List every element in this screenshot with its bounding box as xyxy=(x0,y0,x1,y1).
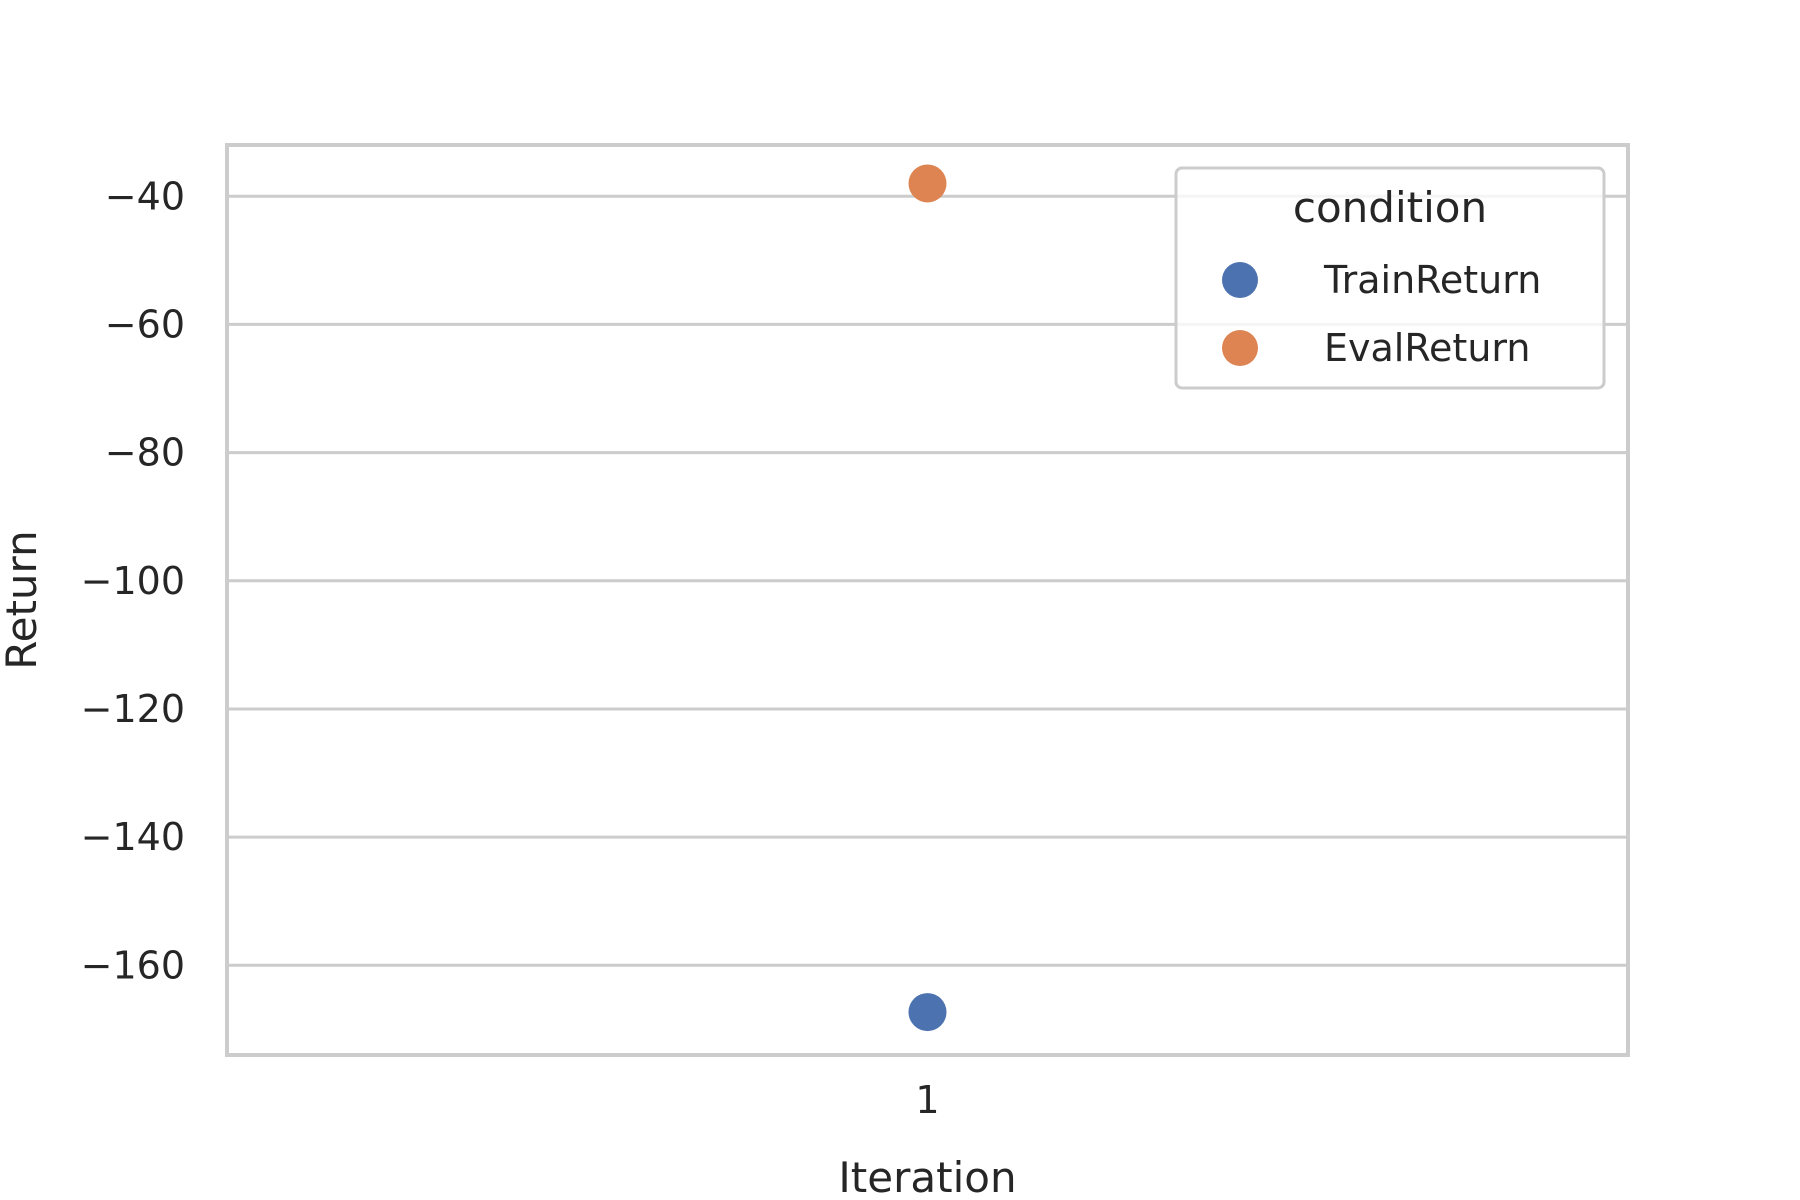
legend-box xyxy=(1174,166,1606,390)
data-point-evalreturn xyxy=(908,164,947,203)
y-tick-label: −140 xyxy=(81,815,185,859)
y-tick-label: −160 xyxy=(81,943,185,987)
legend-label-trainreturn: TrainReturn xyxy=(1323,258,1541,302)
x-axis-label: Iteration xyxy=(838,1153,1016,1200)
legend-marker-evalreturn xyxy=(1222,330,1258,366)
gridlines xyxy=(227,194,1628,967)
legend-label-evalreturn: EvalReturn xyxy=(1324,326,1530,370)
y-tick-label: −80 xyxy=(105,431,185,475)
legend: condition TrainReturn EvalReturn xyxy=(1174,166,1606,390)
y-tick-label: −60 xyxy=(105,302,185,346)
y-tick-label: −100 xyxy=(81,559,185,603)
data-points xyxy=(908,164,947,1032)
y-tick-label: −40 xyxy=(105,174,185,218)
x-axis-ticks: 1 xyxy=(915,1078,939,1122)
legend-marker-trainreturn xyxy=(1222,262,1258,298)
y-axis-label: Return xyxy=(0,530,46,669)
data-point-trainreturn xyxy=(908,993,947,1032)
x-tick-label: 1 xyxy=(915,1078,939,1122)
y-tick-label: −120 xyxy=(81,687,185,731)
legend-items: TrainReturn EvalReturn xyxy=(1222,258,1541,370)
y-axis-ticks: −40 −60 −80 −100 −120 −140 −160 xyxy=(81,174,185,987)
plot-area-frame xyxy=(225,143,1630,1057)
legend-title: condition xyxy=(1293,183,1487,232)
